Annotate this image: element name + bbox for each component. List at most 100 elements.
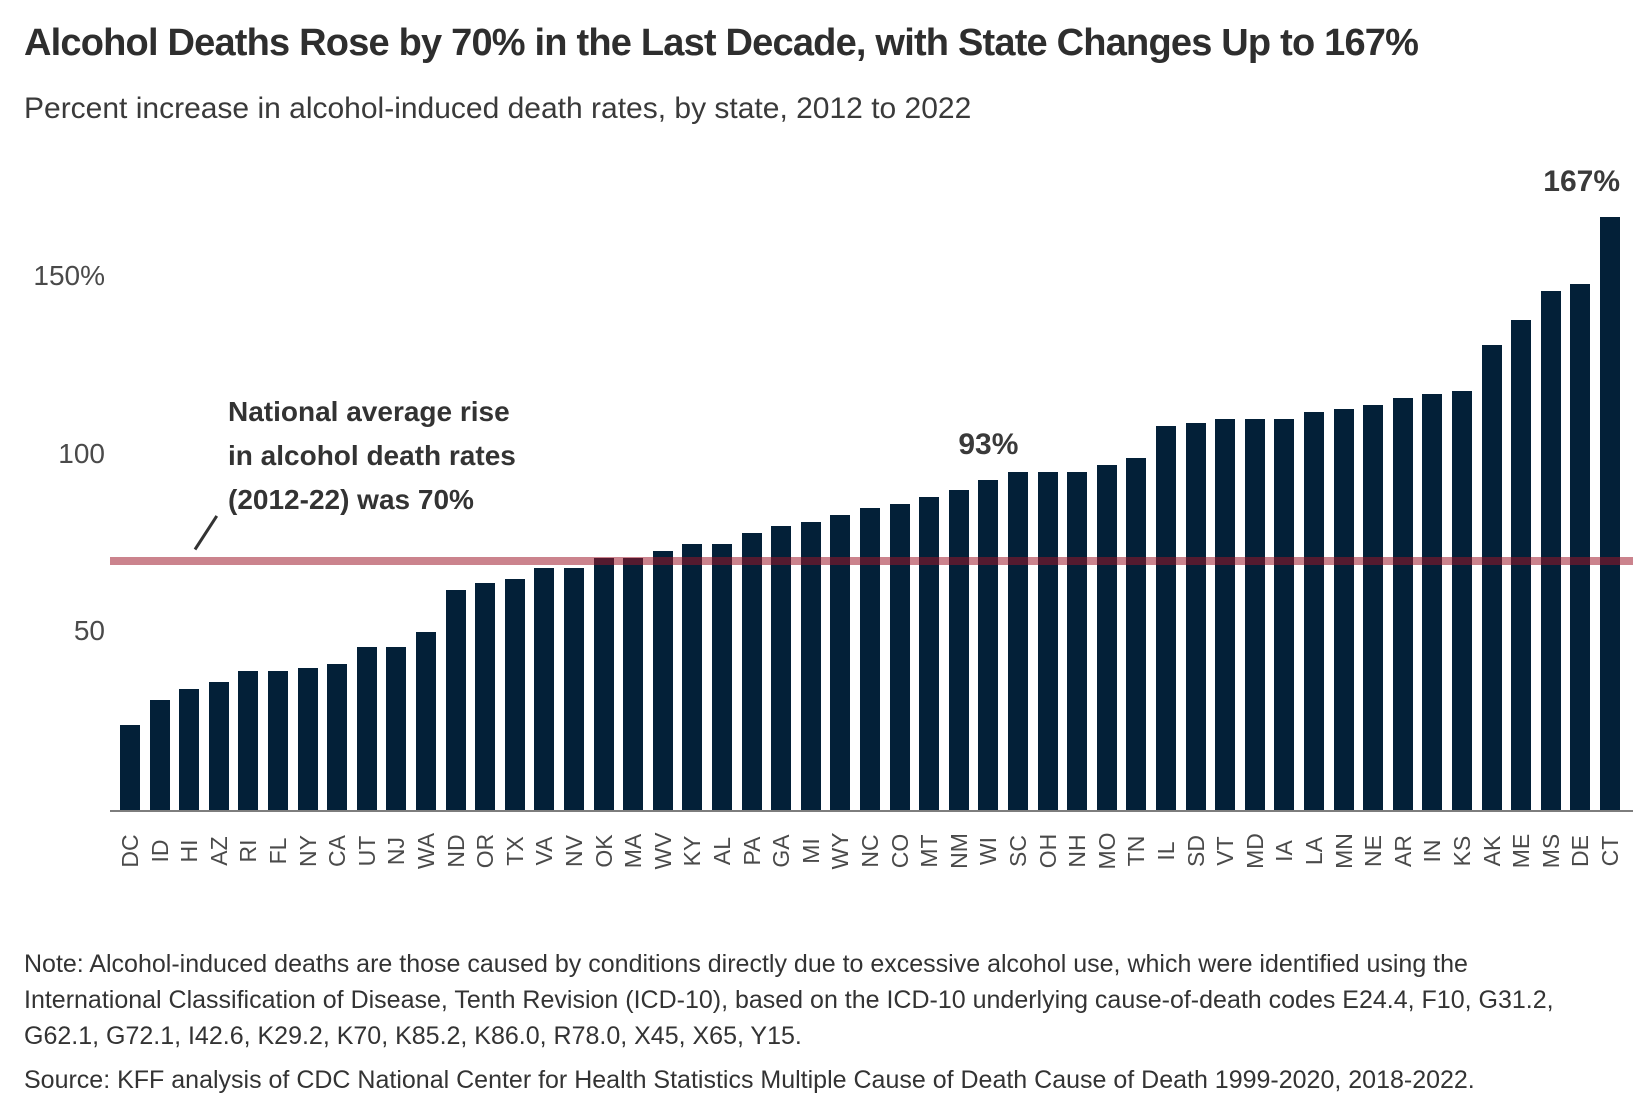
annotation-pointer-line [193, 515, 219, 551]
bar-SC [1008, 472, 1028, 810]
bar-NM [948, 490, 969, 810]
bar-GA [771, 525, 792, 810]
x-axis-label-FL: FL [264, 837, 291, 865]
x-axis-label-SC: SC [1004, 835, 1031, 867]
bar-VA [534, 568, 555, 810]
value-label-WI: 93% [958, 427, 1019, 461]
bar-NH [1067, 472, 1088, 810]
x-axis-label-IL: IL [1152, 841, 1179, 861]
x-axis-label-ME: ME [1507, 833, 1534, 869]
bar-AR [1392, 397, 1413, 810]
bar-WV [652, 550, 673, 810]
bar-VT [1215, 419, 1236, 810]
bar-SD [1185, 422, 1206, 810]
x-axis-label-NH: NH [1063, 834, 1090, 868]
bar-MI [800, 522, 821, 810]
x-axis-label-VA: VA [530, 836, 557, 866]
x-axis-label-WV: WV [649, 832, 676, 870]
footnote-line-1: Note: Alcohol-induced deaths are those c… [24, 950, 1468, 978]
x-axis-label-NY: NY [294, 835, 321, 867]
x-axis-label-DE: DE [1566, 835, 1593, 867]
x-axis-label-NJ: NJ [382, 836, 409, 866]
bar-ND [445, 589, 466, 810]
x-axis-label-WY: WY [826, 832, 853, 870]
x-axis-label-CT: CT [1596, 835, 1623, 867]
bar-AK [1481, 344, 1502, 810]
bar-RI [238, 671, 259, 810]
footnote-line-2: International Classification of Disease,… [24, 986, 1554, 1014]
source-line: Source: KFF analysis of CDC National Cen… [24, 1066, 1475, 1094]
bar-IA [1274, 419, 1295, 810]
annotation-line-3: (2012-22) was 70% [228, 484, 474, 515]
bar-MN [1333, 408, 1354, 810]
x-axis-label-IN: IN [1418, 839, 1445, 863]
x-axis-label-KS: KS [1448, 835, 1475, 867]
reference-line-annotation: National average rise in alcohol death r… [228, 390, 516, 522]
bar-WA [416, 632, 436, 810]
bar-NY [297, 667, 318, 810]
x-axis-label-NM: NM [945, 833, 972, 869]
x-axis-label-MS: MS [1537, 833, 1564, 869]
bar-AZ [208, 682, 229, 810]
footnote-line-3: G62.1, G72.1, I42.6, K29.2, K70, K85.2, … [24, 1022, 802, 1050]
x-axis-label-IA: IA [1270, 840, 1297, 862]
annotation-line-2: in alcohol death rates [228, 440, 516, 471]
x-axis-label-ND: ND [442, 834, 469, 868]
x-axis-label-AZ: AZ [205, 836, 232, 866]
x-axis-label-LA: LA [1300, 836, 1327, 866]
bar-FL [268, 671, 288, 810]
bar-UT [356, 646, 377, 810]
x-axis-label-TN: TN [1122, 835, 1149, 867]
bar-CT [1600, 216, 1620, 810]
bar-CA [327, 664, 348, 810]
x-axis-label-OH: OH [1034, 833, 1061, 869]
x-axis-label-HI: HI [175, 839, 202, 863]
bar-MS [1540, 291, 1561, 810]
bar-PA [741, 532, 762, 810]
x-axis-label-DC: DC [116, 834, 143, 868]
x-axis-label-UT: UT [353, 835, 380, 867]
bar-KY [682, 543, 703, 810]
value-label-CT: 167% [1543, 164, 1620, 198]
footnote: Note: Alcohol-induced deaths are those c… [24, 946, 1554, 1054]
x-axis-label-MA: MA [619, 833, 646, 869]
bar-NC [860, 507, 880, 810]
bar-MD [1244, 419, 1265, 810]
x-axis-label-AK: AK [1478, 835, 1505, 867]
x-axis-label-AR: AR [1389, 835, 1416, 867]
bar-MO [1096, 465, 1117, 810]
x-axis-label-KY: KY [678, 835, 705, 867]
bar-NE [1363, 404, 1384, 810]
y-axis-tick-150: 150% [33, 260, 105, 292]
bar-NV [564, 568, 584, 810]
x-axis-label-CA: CA [323, 835, 350, 867]
x-axis-label-SD: SD [1182, 835, 1209, 867]
x-axis-label-MN: MN [1330, 833, 1357, 869]
x-axis-label-RI: RI [234, 839, 261, 863]
y-axis-tick-100: 100 [58, 437, 105, 469]
bar-OR [475, 582, 496, 810]
bar-WI [978, 479, 999, 810]
x-axis-label-MO: MO [1093, 832, 1120, 870]
annotation-line-1: National average rise [228, 396, 510, 427]
bar-LA [1304, 412, 1324, 810]
page-title: Alcohol Deaths Rose by 70% in the Last D… [24, 22, 1419, 64]
bar-MT [919, 497, 940, 810]
x-axis-label-GA: GA [767, 834, 794, 868]
bar-ID [149, 699, 170, 810]
x-axis-label-NC: NC [856, 834, 883, 868]
x-axis-label-CO: CO [886, 833, 913, 869]
x-axis-label-MT: MT [915, 834, 942, 868]
x-axis-label-OR: OR [471, 833, 498, 869]
bar-DC [120, 724, 140, 810]
bar-IL [1156, 426, 1176, 810]
bar-IN [1422, 394, 1443, 810]
x-axis-label-WI: WI [974, 836, 1001, 866]
bar-MA [623, 557, 644, 810]
x-axis-label-MD: MD [1241, 833, 1268, 869]
x-axis-label-NE: NE [1359, 835, 1386, 867]
bar-HI [179, 689, 200, 810]
x-axis-label-MI: MI [797, 838, 824, 864]
